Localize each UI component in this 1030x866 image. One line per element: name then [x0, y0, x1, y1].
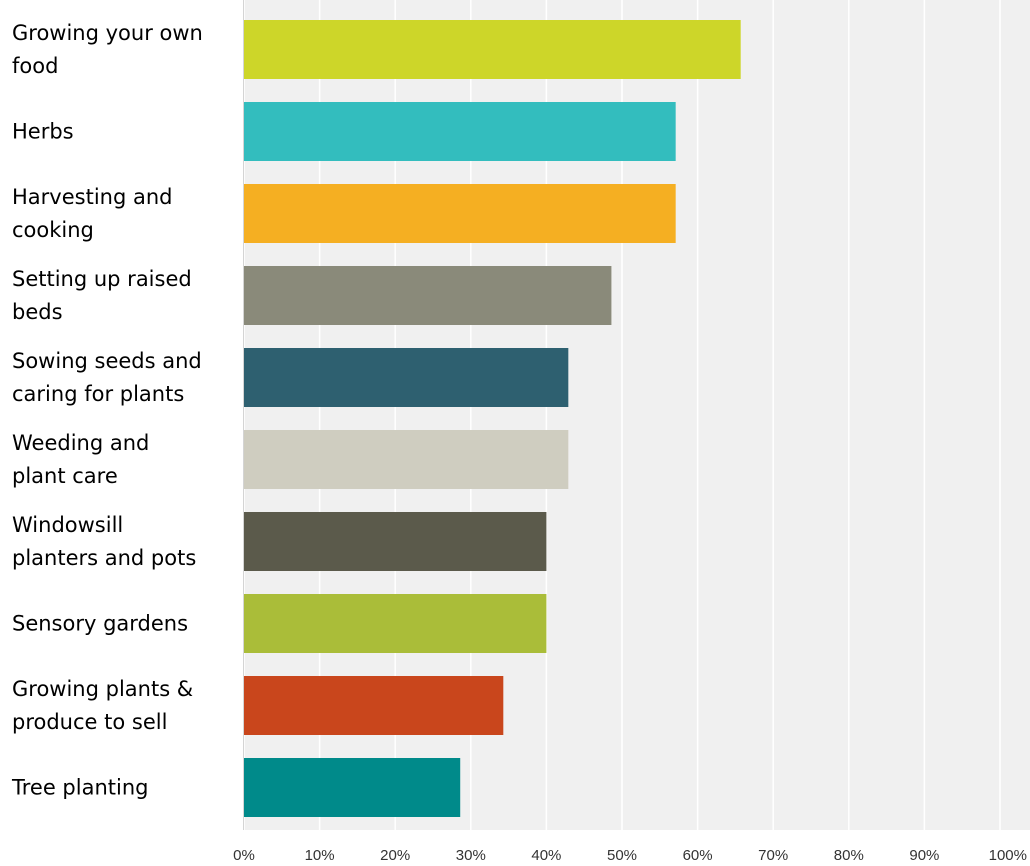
category-label: produce to sell: [12, 710, 167, 734]
category-label: Weeding and: [12, 431, 149, 455]
category-label: Growing plants &: [12, 677, 193, 701]
category-label: cooking: [12, 218, 94, 242]
category-label: Sensory gardens: [12, 612, 188, 636]
x-tick-label: 60%: [683, 847, 713, 864]
category-label: Windowsill: [12, 513, 123, 537]
category-label: Herbs: [12, 120, 74, 144]
x-tick-label: 70%: [758, 847, 788, 864]
bar: [244, 676, 504, 735]
bar: [244, 430, 569, 489]
category-label: caring for plants: [12, 382, 184, 406]
category-label: Setting up raised: [12, 267, 192, 291]
bar: [244, 594, 547, 653]
x-tick-label: 40%: [531, 847, 561, 864]
x-tick-label: 10%: [305, 847, 335, 864]
x-tick-label: 100%: [989, 847, 1027, 864]
bar: [244, 512, 547, 571]
bar: [244, 266, 612, 325]
bar: [244, 758, 461, 817]
category-label: Tree planting: [11, 776, 148, 800]
x-tick-label: 90%: [909, 847, 939, 864]
bar: [244, 102, 676, 161]
category-label: food: [12, 54, 58, 78]
bar: [244, 20, 741, 79]
category-label: plant care: [12, 464, 118, 488]
x-tick-label: 30%: [456, 847, 486, 864]
x-tick-label: 80%: [834, 847, 864, 864]
x-tick-label: 50%: [607, 847, 637, 864]
category-label: planters and pots: [12, 546, 196, 570]
category-label: Sowing seeds and: [12, 349, 202, 373]
x-tick-label: 20%: [380, 847, 410, 864]
category-label: beds: [12, 300, 63, 324]
category-label: Harvesting and: [12, 185, 172, 209]
x-tick-label: 0%: [233, 847, 255, 864]
category-label: Growing your own: [12, 21, 203, 45]
bar: [244, 184, 676, 243]
bar: [244, 348, 569, 407]
